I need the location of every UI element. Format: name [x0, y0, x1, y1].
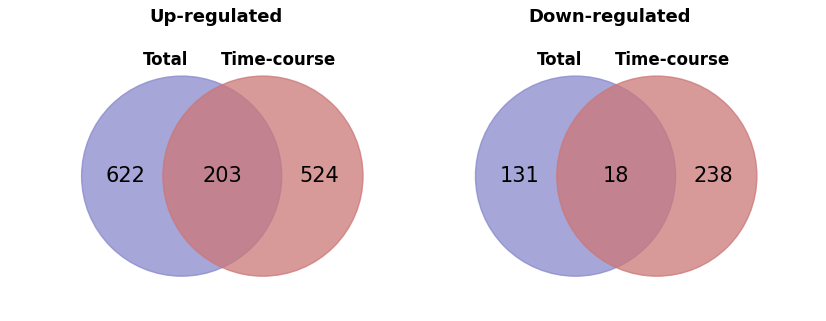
Text: Time-course: Time-course [615, 51, 730, 69]
Text: 131: 131 [500, 166, 539, 186]
Text: 203: 203 [202, 166, 242, 186]
Circle shape [82, 76, 282, 276]
Text: 622: 622 [106, 166, 145, 186]
Text: Down-regulated: Down-regulated [529, 8, 691, 26]
Text: Time-course: Time-course [221, 51, 336, 69]
Text: 18: 18 [603, 166, 629, 186]
Circle shape [557, 76, 757, 276]
Circle shape [476, 76, 676, 276]
Circle shape [163, 76, 363, 276]
Text: Total: Total [537, 51, 582, 69]
Text: 238: 238 [693, 166, 733, 186]
Text: 524: 524 [299, 166, 339, 186]
Text: Up-regulated: Up-regulated [150, 8, 282, 26]
Text: Total: Total [144, 51, 188, 69]
